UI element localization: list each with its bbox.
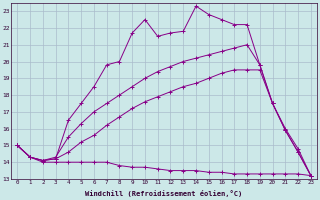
X-axis label: Windchill (Refroidissement éolien,°C): Windchill (Refroidissement éolien,°C) bbox=[85, 190, 243, 197]
